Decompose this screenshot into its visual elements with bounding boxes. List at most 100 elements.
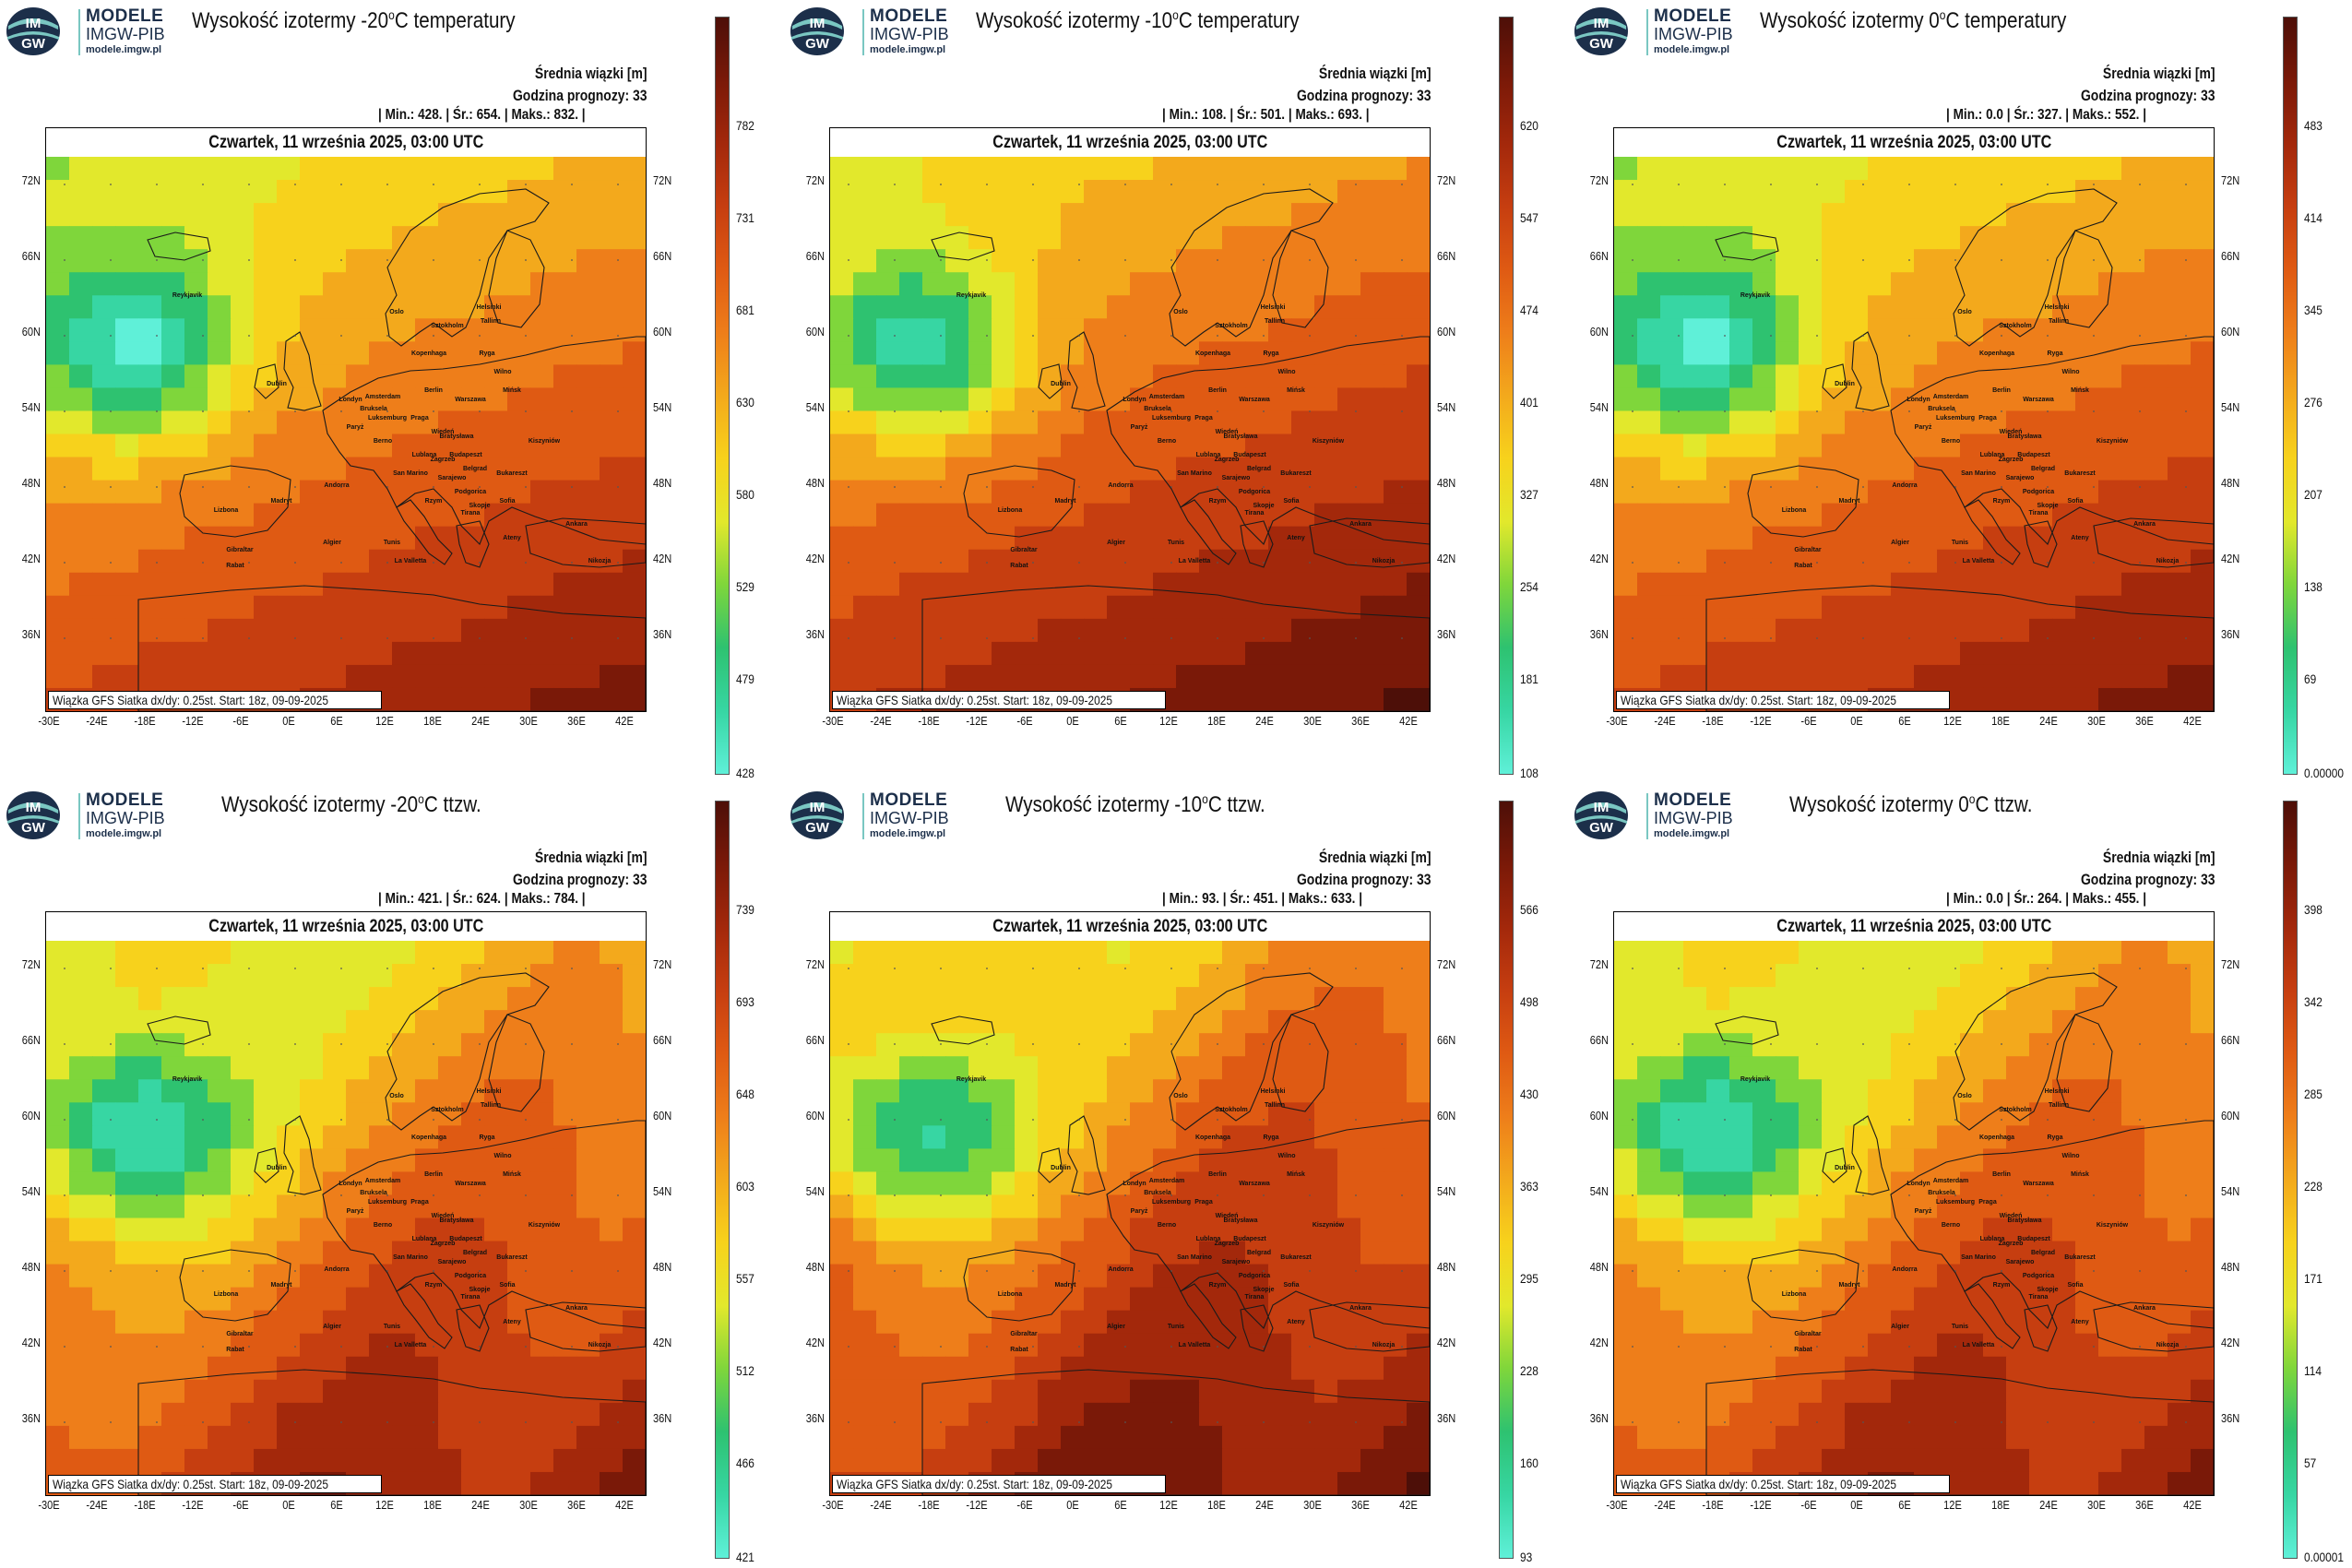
field-cell	[1384, 964, 1408, 988]
field-cell	[438, 1241, 462, 1265]
field-cell	[438, 687, 462, 711]
field-cell	[1337, 1310, 1361, 1335]
field-cell	[1960, 1194, 1984, 1219]
field-cell	[1360, 364, 1384, 389]
field-cell	[1222, 1448, 1246, 1473]
field-cell	[1845, 964, 1869, 988]
field-cell	[1314, 572, 1338, 597]
field-cell	[830, 226, 854, 250]
field-cell	[1660, 318, 1684, 342]
field-cell	[254, 526, 278, 551]
city-label: Bratysława	[440, 434, 474, 440]
field-cell	[1153, 341, 1177, 365]
logo-line-3: modele.imgw.pl	[86, 44, 162, 55]
field-cell	[553, 1356, 577, 1381]
field-cell	[1660, 203, 1684, 227]
graticule-dot	[1078, 410, 1080, 412]
field-cell	[1729, 641, 1753, 666]
field-cell	[2168, 480, 2192, 505]
field-cell	[138, 1287, 162, 1312]
graticule-dot	[1217, 562, 1218, 564]
field-cell	[2006, 318, 2030, 342]
field-cell	[346, 1287, 370, 1312]
graticule-dot	[1032, 410, 1034, 412]
field-cell	[300, 1171, 324, 1196]
field-cell	[2121, 1425, 2145, 1450]
field-cell	[2075, 249, 2099, 273]
field-cell	[208, 410, 232, 435]
field-cell	[600, 1241, 624, 1265]
field-cell	[1360, 410, 1384, 435]
field-cell	[968, 1425, 992, 1450]
field-cell	[576, 1287, 600, 1312]
field-cell	[208, 1033, 232, 1057]
field-cell	[1614, 1194, 1638, 1219]
field-cell	[1199, 180, 1223, 204]
city-label: Tirana	[1245, 510, 1265, 517]
graticule-dot	[1816, 335, 1818, 337]
city-label: Mińsk	[503, 387, 521, 394]
city-label: Belgrad	[463, 466, 487, 472]
graticule-dot	[525, 1421, 527, 1423]
valid-date: Czwartek, 11 września 2025, 03:00 UTC	[208, 133, 484, 152]
city-label: Kopenhaga	[1195, 1134, 1230, 1141]
field-cell	[1038, 434, 1062, 458]
field-cell	[92, 1033, 116, 1057]
graticule-dot	[1078, 562, 1080, 564]
field-cell	[208, 295, 232, 319]
graticule-dot	[1632, 335, 1633, 337]
field-cell	[1868, 249, 1892, 273]
field-cell	[1061, 295, 1085, 319]
field-cell	[2029, 341, 2053, 365]
colorbar-tick-label: 401	[1520, 395, 1538, 410]
field-cell	[277, 1056, 301, 1080]
city-label: Sztokholm	[431, 1107, 463, 1113]
city-label: Gibraltar	[226, 547, 253, 553]
field-cell	[1706, 387, 1730, 412]
field-cell	[69, 226, 93, 250]
graticule-dot	[1770, 259, 1772, 261]
field-cell	[161, 664, 185, 689]
field-cell	[1776, 618, 1800, 643]
field-cell	[1038, 1356, 1062, 1381]
field-cell	[1776, 249, 1800, 273]
colorbar-tick-label: 603	[736, 1179, 754, 1194]
field-cell	[1314, 1079, 1338, 1103]
field-cell	[461, 434, 485, 458]
field-cell	[1153, 410, 1177, 435]
field-cell	[1937, 1241, 1961, 1265]
field-cell	[1384, 549, 1408, 574]
field-cell	[1868, 987, 1892, 1011]
field-cell	[1360, 318, 1384, 342]
x-tick-label: 6E	[1114, 1498, 1127, 1512]
field-cell	[1868, 226, 1892, 250]
graticule-dot	[1032, 1270, 1034, 1272]
field-cell	[92, 272, 116, 296]
city-label: Ankara	[2133, 1305, 2156, 1312]
field-cell	[922, 249, 946, 273]
field-cell	[530, 480, 554, 505]
field-cell	[1683, 1079, 1707, 1103]
field-cell	[1291, 1033, 1315, 1057]
city-label: Berno	[374, 1222, 392, 1229]
field-cell	[1683, 595, 1707, 620]
field-cell	[1960, 664, 1984, 689]
graticule-dot	[2001, 1119, 2002, 1121]
graticule-dot	[340, 486, 342, 488]
field-cell	[1153, 572, 1177, 597]
field-cell	[1822, 1010, 1846, 1034]
field-cell	[1153, 1102, 1177, 1126]
field-cell	[1222, 641, 1246, 666]
graticule-dot	[110, 1421, 112, 1423]
graticule-dot	[1724, 1346, 1726, 1348]
field-cell	[2006, 1056, 2030, 1080]
field-cell	[346, 549, 370, 574]
map-frame: Czwartek, 11 września 2025, 03:00 UTC Os…	[45, 911, 647, 1496]
field-cell	[323, 664, 347, 689]
city-label: Amsterdam	[1933, 1178, 1969, 1184]
field-cell	[576, 549, 600, 574]
city-label: Lublana	[1196, 452, 1221, 458]
field-cell	[2098, 1102, 2122, 1126]
field-cell	[2191, 1218, 2214, 1242]
field-cell	[968, 1310, 992, 1335]
